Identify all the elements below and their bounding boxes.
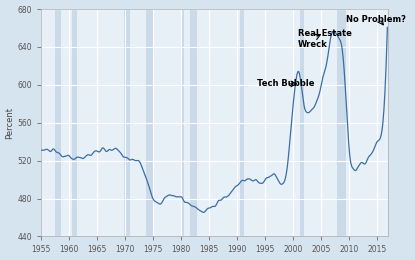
Bar bbox=[124, 9, 130, 236]
Text: Tech Bubble: Tech Bubble bbox=[257, 79, 314, 88]
Text: Real Estate
Wreck: Real Estate Wreck bbox=[298, 29, 352, 49]
Bar bbox=[146, 9, 154, 236]
Bar bbox=[72, 9, 78, 236]
Bar bbox=[181, 9, 184, 236]
Bar bbox=[240, 9, 244, 236]
Bar bbox=[190, 9, 198, 236]
Bar bbox=[300, 9, 304, 236]
Y-axis label: Percent: Percent bbox=[5, 107, 15, 139]
Text: No Problem?: No Problem? bbox=[347, 15, 406, 24]
Bar bbox=[55, 9, 61, 236]
Bar bbox=[337, 9, 346, 236]
